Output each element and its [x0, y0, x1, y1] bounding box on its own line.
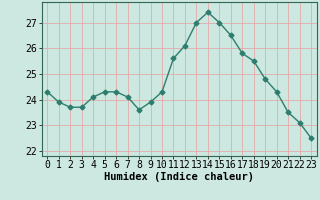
X-axis label: Humidex (Indice chaleur): Humidex (Indice chaleur): [104, 172, 254, 182]
